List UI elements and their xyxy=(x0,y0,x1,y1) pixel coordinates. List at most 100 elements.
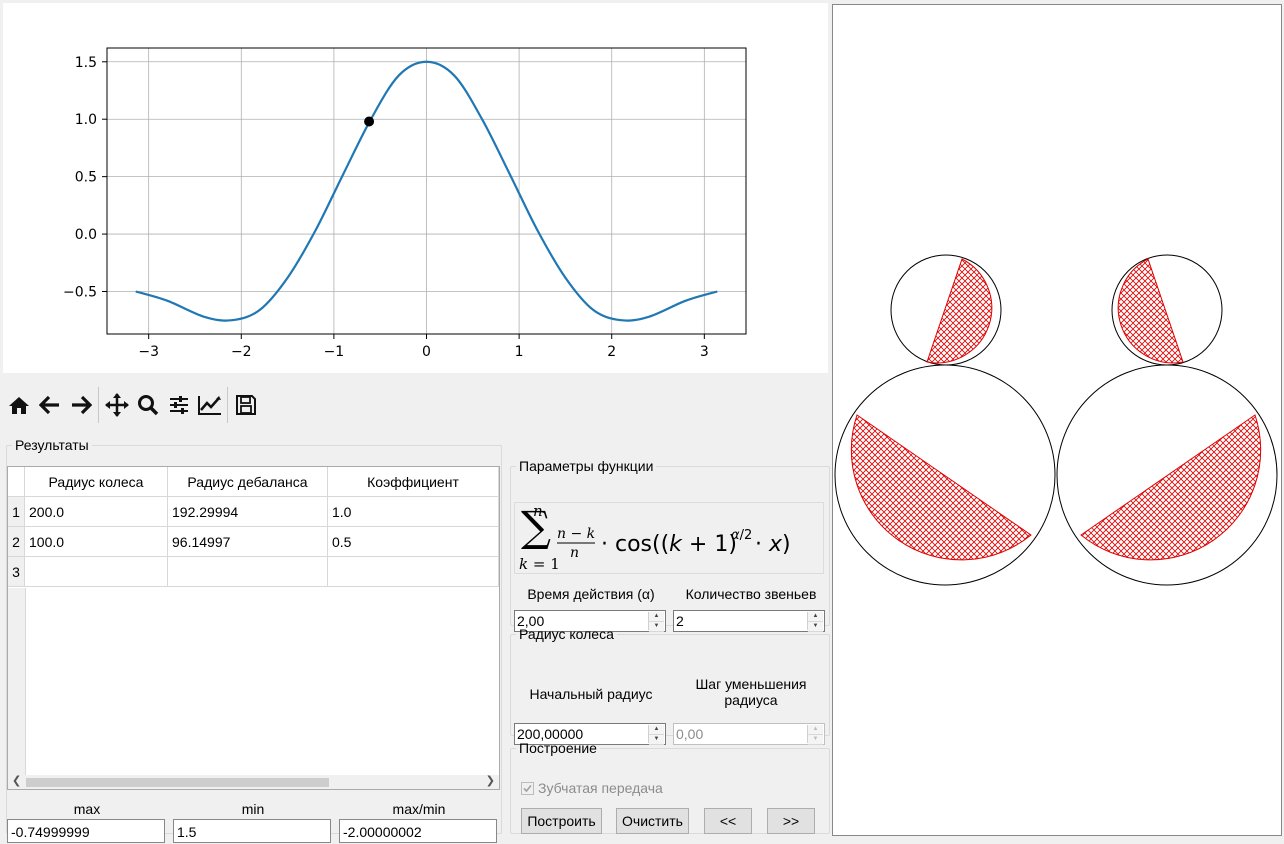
spin-up-icon[interactable]: ▲ xyxy=(649,612,664,622)
function-plot[interactable]: −3 −2 −1 0 1 2 3 −0.5 0.0 0.5 1.0 1.5 xyxy=(3,3,828,373)
svg-text:· cos((k + 1): · cos((k + 1) xyxy=(601,532,737,557)
x-tick-label: 3 xyxy=(700,344,709,360)
ratio-label: max/min xyxy=(392,801,446,817)
home-icon[interactable] xyxy=(3,389,34,421)
formula-svg: ∑ n k = 1 n − k n · cos((k + 1) α/2 · x) xyxy=(519,502,791,573)
scrollbar-thumb[interactable] xyxy=(26,778,329,787)
svg-text:· x): · x) xyxy=(755,532,791,557)
x-tick-label: −3 xyxy=(138,344,159,360)
save-icon[interactable] xyxy=(230,389,261,421)
drawing-canvas[interactable] xyxy=(832,4,1282,836)
next-button[interactable]: >> xyxy=(767,808,815,834)
build-group: Построение Зубчатая передача Построить О… xyxy=(510,740,830,834)
spin-up-icon[interactable]: ▲ xyxy=(808,612,823,622)
imbalance-sector-large-right xyxy=(1080,414,1262,561)
zoom-icon[interactable] xyxy=(132,389,163,421)
links-label: Количество звеньев xyxy=(685,586,817,602)
results-table[interactable]: Радиус колеса Радиус дебаланса Коэффицие… xyxy=(7,466,500,790)
y-tick-label: 0.5 xyxy=(75,170,97,186)
table-row[interactable]: 1 200.0 192.29994 1.0 xyxy=(8,496,499,527)
prev-button[interactable]: << xyxy=(704,808,752,834)
forward-arrow-icon[interactable] xyxy=(65,389,96,421)
results-group: Результаты Радиус колеса Радиус дебаланс… xyxy=(6,437,502,843)
table-cell[interactable]: 96.14997 xyxy=(167,526,328,557)
row-header[interactable]: 3 xyxy=(8,556,25,587)
scroll-right-icon[interactable]: ❯ xyxy=(485,775,495,787)
y-tick-label: 1.0 xyxy=(75,112,97,128)
gear-checkbox-label: Зубчатая передача xyxy=(538,780,663,796)
imbalance-sector-small-right xyxy=(1117,258,1184,364)
svg-text:α/2: α/2 xyxy=(731,528,752,543)
function-curve xyxy=(135,60,718,322)
svg-text:∑: ∑ xyxy=(521,503,551,551)
table-cell[interactable]: 100.0 xyxy=(24,526,168,557)
x-tick-label: 2 xyxy=(607,344,616,360)
table-cell[interactable]: 200.0 xyxy=(24,496,168,527)
toolbar-separator xyxy=(98,387,99,423)
table-cell[interactable]: 0.5 xyxy=(327,526,499,557)
row-header[interactable]: 1 xyxy=(8,496,25,527)
row-header-strip xyxy=(8,588,26,778)
table-cell[interactable] xyxy=(327,556,499,587)
start-radius-spinbox[interactable]: 200,00000 ▲ ▼ xyxy=(514,723,666,745)
table-row[interactable]: 2 100.0 96.14997 0.5 xyxy=(8,526,499,557)
y-tick-label: 1.5 xyxy=(75,55,97,71)
imbalance-sector-large-left xyxy=(850,414,1032,561)
start-radius-label: Начальный радиус xyxy=(529,686,653,702)
build-title: Построение xyxy=(519,740,597,756)
ratio-field[interactable]: -2.00000002 xyxy=(339,819,497,843)
table-cell[interactable] xyxy=(24,556,168,587)
step-value: 0,00 xyxy=(676,726,704,742)
y-tick-label: −0.5 xyxy=(63,285,97,301)
start-radius-value[interactable]: 200,00000 xyxy=(517,726,584,742)
wheel-radius-group: Радиус колеса Начальный радиус Шаг умень… xyxy=(510,626,830,745)
function-params-title: Параметры функции xyxy=(519,458,654,474)
spin-up-icon: ▲ xyxy=(808,725,823,735)
column-header-coefficient[interactable]: Коэффициент xyxy=(327,467,499,497)
scroll-left-icon[interactable]: ❮ xyxy=(12,775,22,787)
table-row[interactable]: 3 xyxy=(8,556,499,587)
configure-subplots-icon[interactable] xyxy=(163,389,194,421)
table-corner[interactable] xyxy=(8,467,25,497)
step-label-line-1: Шаг уменьшения xyxy=(695,676,807,692)
back-arrow-icon[interactable] xyxy=(34,389,65,421)
table-cell[interactable]: 1.0 xyxy=(327,496,499,527)
pan-icon[interactable] xyxy=(101,389,132,421)
table-cell[interactable] xyxy=(167,556,328,587)
gear-checkbox xyxy=(521,781,534,795)
column-header-wheel-radius[interactable]: Радиус колеса xyxy=(24,467,168,497)
clear-button[interactable]: Очистить xyxy=(616,808,689,834)
links-value[interactable]: 2 xyxy=(676,613,684,629)
results-group-title: Результаты xyxy=(15,437,89,453)
build-button[interactable]: Построить xyxy=(521,808,602,834)
formula-display: ∑ n k = 1 n − k n · cos((k + 1) α/2 · x) xyxy=(514,502,824,574)
spin-up-icon[interactable]: ▲ xyxy=(649,725,664,735)
x-tick-label: 1 xyxy=(515,344,524,360)
min-field[interactable]: 1.5 xyxy=(173,819,331,843)
x-tick-label: 0 xyxy=(422,344,431,360)
svg-text:n: n xyxy=(533,503,543,520)
toolbar-separator xyxy=(227,387,228,423)
x-tick-label: −1 xyxy=(324,344,345,360)
svg-text:k = 1: k = 1 xyxy=(519,555,560,573)
current-point-marker xyxy=(364,116,375,127)
wheel-radius-title: Радиус колеса xyxy=(519,626,614,642)
table-cell[interactable]: 192.29994 xyxy=(167,496,328,527)
wheels-svg xyxy=(834,254,1278,586)
time-label: Время действия (α) xyxy=(527,586,655,602)
max-label: max xyxy=(73,801,101,817)
svg-text:n: n xyxy=(570,545,579,561)
step-label: Шаг уменьшения радиуса xyxy=(674,676,828,708)
plot-toolbar xyxy=(3,380,261,430)
plot-svg: −3 −2 −1 0 1 2 3 −0.5 0.0 0.5 1.0 1.5 xyxy=(63,47,747,360)
time-value[interactable]: 2,00 xyxy=(517,613,545,629)
gear-checkbox-row: Зубчатая передача xyxy=(521,780,663,796)
horizontal-scrollbar[interactable]: ❮ ❯ xyxy=(8,775,499,789)
step-label-line-2: радиуса xyxy=(724,692,778,708)
min-label: min xyxy=(241,801,265,817)
svg-text:n − k: n − k xyxy=(557,526,595,542)
column-header-imbalance-radius[interactable]: Радиус дебаланса xyxy=(167,467,328,497)
edit-axis-icon[interactable] xyxy=(194,389,225,421)
max-field[interactable]: -0.74999999 xyxy=(7,819,165,843)
row-header[interactable]: 2 xyxy=(8,526,25,557)
